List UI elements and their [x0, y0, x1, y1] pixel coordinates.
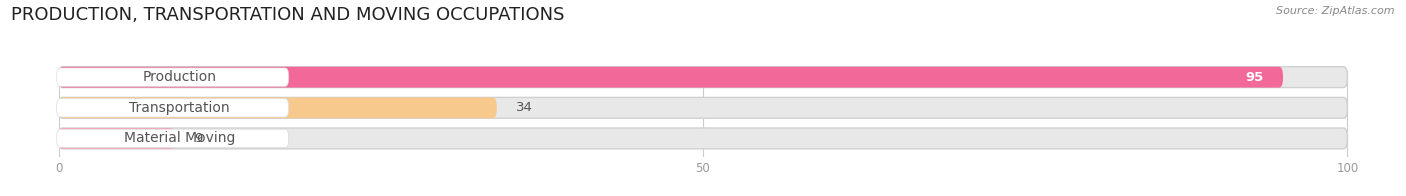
FancyBboxPatch shape	[56, 99, 288, 117]
FancyBboxPatch shape	[59, 128, 1347, 149]
Text: 9: 9	[194, 132, 202, 145]
FancyBboxPatch shape	[59, 67, 1282, 88]
FancyBboxPatch shape	[56, 129, 288, 148]
FancyBboxPatch shape	[59, 67, 1347, 88]
Text: Source: ZipAtlas.com: Source: ZipAtlas.com	[1277, 6, 1395, 16]
Text: 95: 95	[1246, 71, 1264, 84]
Text: Transportation: Transportation	[129, 101, 229, 115]
Text: Production: Production	[142, 70, 217, 84]
FancyBboxPatch shape	[59, 97, 1347, 118]
FancyBboxPatch shape	[56, 68, 288, 86]
Text: PRODUCTION, TRANSPORTATION AND MOVING OCCUPATIONS: PRODUCTION, TRANSPORTATION AND MOVING OC…	[11, 6, 565, 24]
Text: Material Moving: Material Moving	[124, 132, 235, 145]
FancyBboxPatch shape	[59, 97, 496, 118]
FancyBboxPatch shape	[59, 128, 174, 149]
Text: 34: 34	[516, 101, 533, 114]
